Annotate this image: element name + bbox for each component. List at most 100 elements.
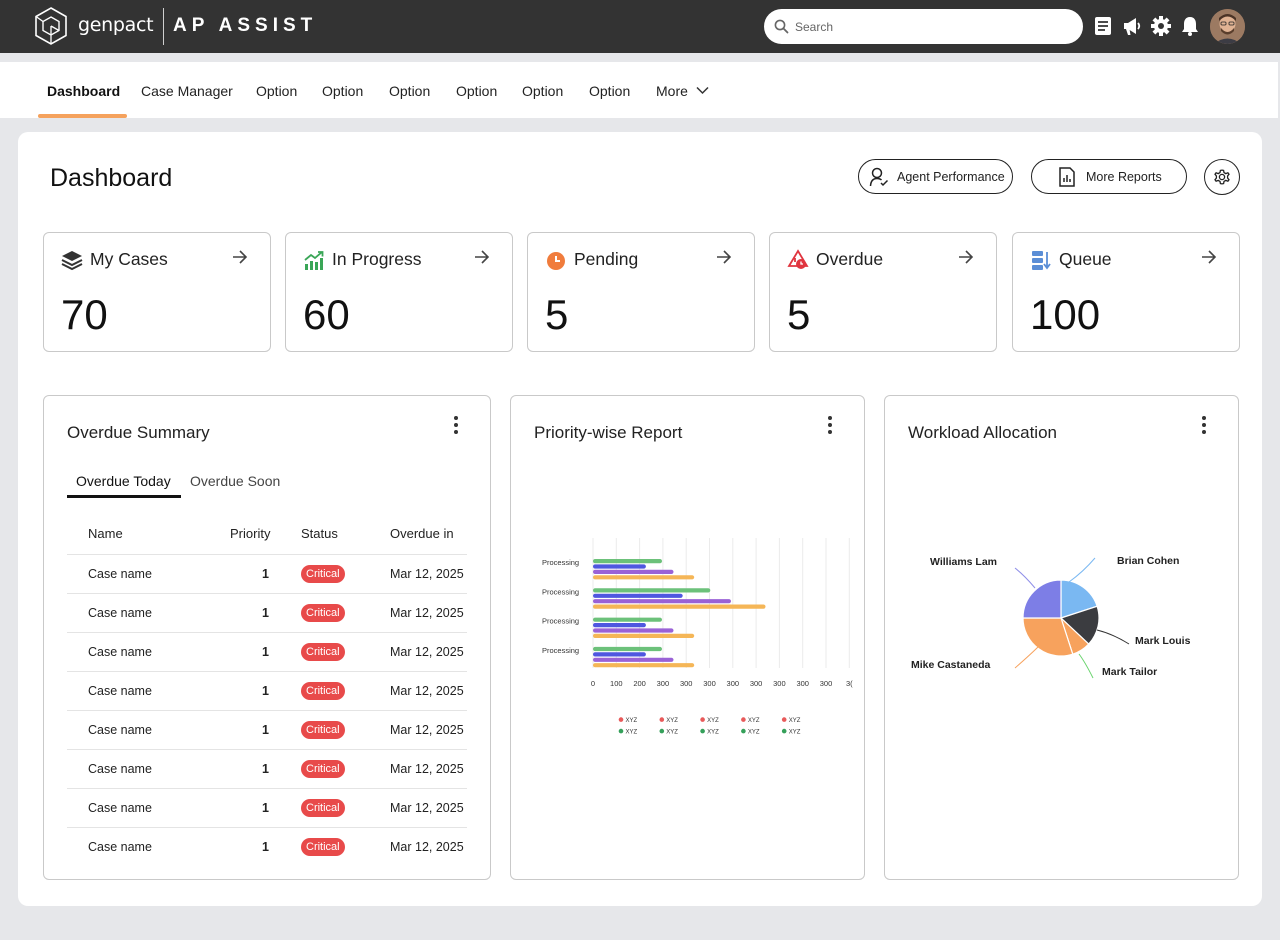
megaphone-icon[interactable] xyxy=(1121,15,1143,37)
x-tick-label: 100 xyxy=(610,679,623,688)
queue-icon xyxy=(1032,251,1051,270)
stat-value: 5 xyxy=(545,291,569,338)
stat-value: 70 xyxy=(61,291,108,338)
nav-item-option[interactable]: Option xyxy=(256,83,298,99)
legend-label: XYZ xyxy=(748,730,760,736)
bell-icon[interactable] xyxy=(1179,15,1201,37)
stat-value: 5 xyxy=(787,291,811,338)
table-row[interactable]: Case name 1 Critical Mar 12, 2025 xyxy=(67,788,467,829)
x-tick-label: 0 xyxy=(591,679,595,688)
x-tick-label: 200 xyxy=(633,679,646,688)
dashboard-settings-button[interactable] xyxy=(1204,159,1240,195)
more-vertical-icon[interactable] xyxy=(452,416,460,436)
nav-item-dashboard[interactable]: Dashboard xyxy=(47,83,121,99)
stat-label: My Cases xyxy=(90,249,168,269)
status-badge: Critical xyxy=(301,681,345,700)
table-row[interactable]: Case name 1 Critical Mar 12, 2025 xyxy=(67,828,467,867)
bar xyxy=(593,593,683,598)
stat-card-queue[interactable]: Queue 100 xyxy=(1012,232,1240,352)
bar xyxy=(593,617,662,622)
case-name[interactable]: Case name xyxy=(67,788,230,829)
legend-label: XYZ xyxy=(789,730,801,736)
table-row[interactable]: Case name 1 Critical Mar 12, 2025 xyxy=(67,710,467,750)
bar xyxy=(593,564,646,569)
agent-performance-button[interactable]: Agent Performance xyxy=(858,159,1013,194)
nav-item-option[interactable]: Option xyxy=(589,83,631,99)
status-cell: Critical xyxy=(301,593,390,633)
more-vertical-icon[interactable] xyxy=(826,416,834,436)
table-row[interactable]: Case name 1 Critical Mar 12, 2025 xyxy=(67,554,467,594)
priority-bar-chart: Processing Processing Processing Processing… xyxy=(542,538,853,736)
legend-label: XYZ xyxy=(666,718,678,724)
stat-card-pending[interactable]: Pending 5 xyxy=(527,232,755,352)
x-tick-label: 300 xyxy=(820,679,833,688)
overdue-date: Mar 12, 2025 xyxy=(390,671,467,711)
arrow-right-icon xyxy=(717,250,732,264)
legend-marker xyxy=(659,728,665,734)
category-label: Processing xyxy=(542,617,579,626)
stat-card-overdue[interactable]: Overdue 5 xyxy=(769,232,997,352)
bar xyxy=(593,633,695,638)
table-row[interactable]: Case name 1 Critical Mar 12, 2025 xyxy=(67,632,467,672)
nav-item-option[interactable]: Option xyxy=(522,83,564,99)
x-tick-label: 300 xyxy=(727,679,740,688)
search-input[interactable] xyxy=(795,17,1065,37)
legend-marker xyxy=(659,717,665,722)
tab-overdue-today[interactable]: Overdue Today xyxy=(76,473,171,489)
status-badge: Critical xyxy=(301,838,345,857)
case-name[interactable]: Case name xyxy=(67,632,230,672)
arrow-right-icon xyxy=(475,250,490,264)
stat-card-in-progress[interactable]: In Progress 60 xyxy=(285,232,513,352)
nav-item-option[interactable]: Option xyxy=(456,83,498,99)
pie-slice xyxy=(1022,617,1074,657)
more-vertical-icon[interactable] xyxy=(1200,416,1208,436)
legend-marker xyxy=(781,728,787,734)
leader-line xyxy=(1014,645,1040,669)
legend-marker xyxy=(781,717,787,722)
table-row[interactable]: Case name 1 Critical Mar 12, 2025 xyxy=(67,671,467,711)
case-name[interactable]: Case name xyxy=(67,593,230,633)
table-header-row: Name Priority Status Overdue in xyxy=(67,514,467,555)
pie-slice xyxy=(1022,579,1062,619)
search-box[interactable] xyxy=(764,9,1083,44)
legend-marker xyxy=(741,717,746,722)
nav-item-option[interactable]: Option xyxy=(389,83,431,99)
overdue-date: Mar 12, 2025 xyxy=(390,632,467,672)
nav-item-option[interactable]: Option xyxy=(322,83,364,99)
agent-check-icon xyxy=(869,167,889,187)
case-name[interactable]: Case name xyxy=(67,710,230,750)
gear-icon[interactable] xyxy=(1150,15,1172,37)
legend-label: XYZ xyxy=(626,730,638,736)
nav-item-more[interactable]: More xyxy=(656,83,709,99)
tab-overdue-soon[interactable]: Overdue Soon xyxy=(190,473,281,489)
more-reports-label: More Reports xyxy=(1086,170,1162,184)
gear-outline-icon xyxy=(1214,169,1230,185)
search-icon xyxy=(774,19,789,34)
stat-label: Queue xyxy=(1059,249,1112,269)
column-header: Status xyxy=(301,514,390,555)
case-name[interactable]: Case name xyxy=(67,554,230,594)
case-name[interactable]: Case name xyxy=(67,749,230,790)
status-cell: Critical xyxy=(301,554,390,594)
table-row[interactable]: Case name 1 Critical Mar 12, 2025 xyxy=(67,749,467,790)
notes-icon[interactable] xyxy=(1092,15,1114,37)
overdue-alert-icon xyxy=(787,249,809,269)
leader-line xyxy=(1096,629,1130,645)
overdue-date: Mar 12, 2025 xyxy=(390,593,467,633)
case-name[interactable]: Case name xyxy=(88,840,152,855)
nav-item-case-manager[interactable]: Case Manager xyxy=(141,83,233,99)
case-name[interactable]: Case name xyxy=(67,671,230,711)
nav-more-label: More xyxy=(656,83,688,99)
status-cell: Critical xyxy=(301,671,390,711)
bar xyxy=(593,599,731,604)
stat-card-my-cases[interactable]: My Cases 70 xyxy=(43,232,271,352)
slice-label: Williams Lam xyxy=(930,556,997,568)
overdue-date: Mar 12, 2025 xyxy=(390,749,467,790)
status-badge: Critical xyxy=(301,642,345,661)
more-reports-button[interactable]: More Reports xyxy=(1031,159,1187,194)
table-row[interactable]: Case name 1 Critical Mar 12, 2025 xyxy=(67,593,467,633)
page-title: Dashboard xyxy=(50,164,173,192)
leader-line xyxy=(1068,557,1096,583)
avatar[interactable] xyxy=(1210,9,1245,44)
overdue-date: Mar 12, 2025 xyxy=(390,788,467,829)
